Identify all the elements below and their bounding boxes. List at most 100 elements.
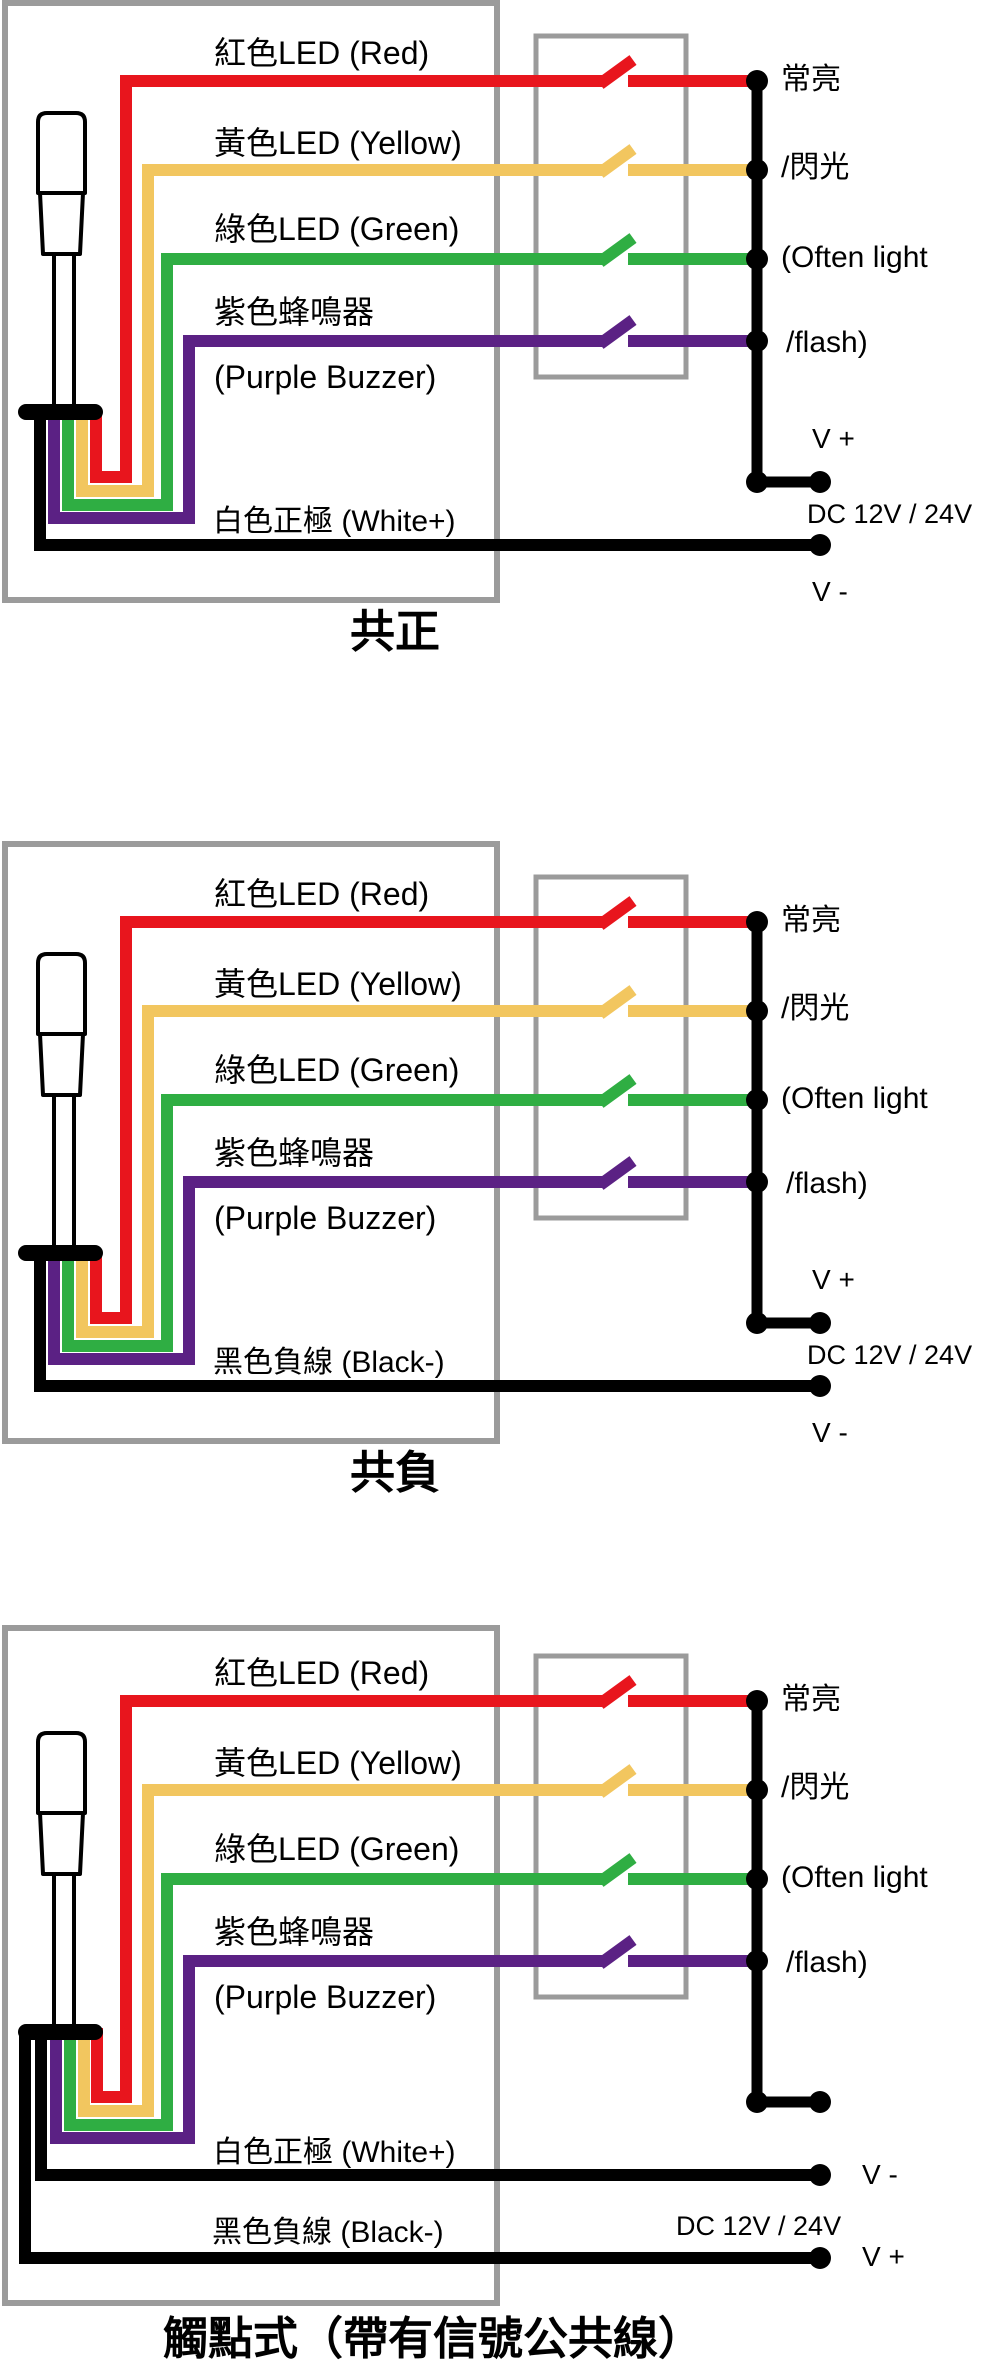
purple-buzzer-wire (48, 1176, 604, 1365)
red-led-wire (90, 75, 604, 483)
red-wire-label: 紅色LED (Red) (214, 35, 430, 71)
tower-group-box (2, 841, 500, 1444)
mode-label-steady-en: (Often light (781, 1082, 928, 1115)
junction-dot-red (746, 1690, 768, 1712)
green-switch-arm (596, 1853, 637, 1887)
black-negative-wire-label: 黑色負線 (Black-) (212, 2216, 444, 2249)
diagram-common-positive-drawing (2, 0, 831, 603)
vminus-terminal-dot (809, 2164, 831, 2186)
diagram-title-contact-type: 觸點式（帶有信號公共線） (163, 2313, 704, 2364)
yellow-led-wire (76, 1005, 604, 1338)
buzzer-wire-label-en: (Purple Buzzer) (214, 359, 437, 395)
yellow-wire-label: 黃色LED (Yellow) (214, 125, 462, 161)
junction-dot-red (746, 911, 768, 933)
green-led-wire (62, 253, 604, 511)
junction-dot-purple (746, 1171, 768, 1193)
diagram-common-positive: 紅色LED (Red) 黃色LED (Yellow) 綠色LED (Green)… (0, 0, 1007, 841)
buzzer-wire-label-en: (Purple Buzzer) (214, 1979, 437, 2015)
mode-label-flash-cn: /閃光 (781, 992, 850, 1025)
v-plus-label: V + (812, 423, 855, 454)
buzzer-wire-label-cn: 紫色蜂鳴器 (214, 294, 375, 330)
purple-switch-arm (596, 1156, 637, 1190)
bus-end-dot (746, 2091, 768, 2113)
tower-group-box (2, 0, 500, 603)
mode-label-flash-en: /flash) (786, 326, 868, 359)
tower-light-head (36, 1731, 87, 1815)
green-wire-label: 綠色LED (Green) (214, 1831, 460, 1867)
purple-buzzer-wire (50, 1955, 604, 2144)
tower-light-head (36, 952, 87, 1036)
red-switch-arm (596, 896, 637, 930)
switch-group-box (533, 1653, 689, 2000)
yellow-switch-arm (596, 1764, 637, 1798)
diagram-title-common-positive: 共正 (350, 606, 441, 657)
junction-dot-yellow (746, 159, 768, 181)
red-led-wire (90, 916, 604, 1324)
mode-label-steady-cn: 常亮 (781, 63, 841, 96)
buzzer-wire-label-cn: 紫色蜂鳴器 (214, 1135, 375, 1171)
junction-dot-red (746, 70, 768, 92)
mode-label-steady-cn: 常亮 (781, 1683, 841, 1716)
yellow-wire-label: 黃色LED (Yellow) (214, 966, 462, 1002)
red-led-wire (91, 1695, 604, 2103)
diagram-contact-type-drawing (2, 1625, 831, 2306)
v-plus-label: V + (862, 2241, 905, 2272)
junction-dot-green (746, 1089, 768, 1111)
junction-dot-yellow (746, 1000, 768, 1022)
diagram-common-negative-drawing (2, 841, 831, 1444)
vplus-terminal-dot (809, 471, 831, 493)
junction-dot-purple (746, 1950, 768, 1972)
green-led-wire (64, 1873, 604, 2131)
green-switch-arm (596, 233, 637, 267)
junction-dot-yellow (746, 1779, 768, 1801)
green-wire-label: 綠色LED (Green) (214, 211, 460, 247)
yellow-led-wire (76, 164, 604, 497)
tower-base (18, 1245, 103, 1261)
vplus-terminal-dot (809, 1312, 831, 1334)
red-wire-label: 紅色LED (Red) (214, 1655, 430, 1691)
tower-light-body (38, 1811, 85, 1876)
mode-label-flash-cn: /閃光 (781, 151, 850, 184)
purple-buzzer-wire (48, 335, 604, 524)
white-positive-wire-label: 白色正極 (White+) (213, 2136, 456, 2169)
buzzer-wire-label-cn: 紫色蜂鳴器 (214, 1914, 375, 1950)
green-led-wire (62, 1094, 604, 1352)
junction-dot-purple (746, 330, 768, 352)
tower-light-body (38, 191, 85, 256)
mode-label-steady-en: (Often light (781, 1861, 928, 1894)
diagram-contact-type: 紅色LED (Red) 黃色LED (Yellow) 綠色LED (Green)… (0, 1620, 1007, 2365)
red-switch-arm (596, 55, 637, 89)
switch-group-box (533, 874, 689, 1221)
junction-dot-green (746, 248, 768, 270)
vminus-terminal-dot (809, 1375, 831, 1397)
mode-label-steady-cn: 常亮 (781, 904, 841, 937)
v-minus-label: V - (812, 576, 848, 607)
red-wire-label: 紅色LED (Red) (214, 876, 430, 912)
tower-light-body (38, 1032, 85, 1097)
black-negative-wire (19, 2028, 821, 2264)
vminus-terminal-dot (809, 534, 831, 556)
v-minus-label: V - (812, 1417, 848, 1448)
dc-supply-label: DC 12V / 24V (807, 499, 973, 529)
mode-label-flash-en: /flash) (786, 1167, 868, 1200)
black-negative-wire (34, 1249, 821, 1392)
dc-supply-label: DC 12V / 24V (676, 2211, 842, 2241)
vplus-terminal-dot (809, 2247, 831, 2269)
switch-group-box (533, 33, 689, 380)
diagram-common-negative: 紅色LED (Red) 黃色LED (Yellow) 綠色LED (Green)… (0, 841, 1007, 1620)
purple-switch-arm (596, 315, 637, 349)
v-minus-label: V - (862, 2159, 898, 2190)
tower-base (18, 2024, 103, 2040)
red-switch-arm (596, 1675, 637, 1709)
white-positive-wire (35, 2028, 821, 2181)
yellow-switch-arm (596, 144, 637, 178)
white-positive-wire (34, 408, 821, 551)
v-plus-label: V + (812, 1264, 855, 1295)
mode-label-flash-cn: /閃光 (781, 1771, 850, 1804)
yellow-wire-label: 黃色LED (Yellow) (214, 1745, 462, 1781)
bus-end-dot (746, 471, 768, 493)
green-switch-arm (596, 1074, 637, 1108)
signal-common-terminal-dot (809, 2091, 831, 2113)
yellow-led-wire (78, 1784, 604, 2117)
